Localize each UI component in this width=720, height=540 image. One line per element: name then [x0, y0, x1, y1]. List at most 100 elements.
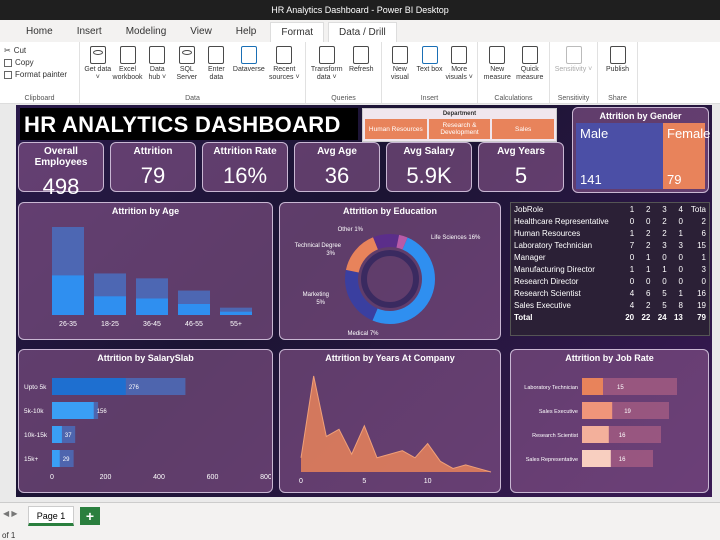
new-measure-button[interactable]: New measure — [482, 44, 513, 91]
kpi-attrition-rate[interactable]: Attrition Rate 16% — [202, 142, 288, 192]
matrix-row[interactable]: Healthcare Representative 0 0 2 0 2 — [511, 215, 709, 227]
matrix-jobrole-cell: Sales Executive — [514, 300, 571, 310]
recent-sources-button[interactable]: Recent sources ˅ — [268, 44, 301, 91]
matrix-header-4[interactable]: 4 — [678, 204, 683, 214]
gender-female-tile[interactable]: Female 79 — [663, 123, 710, 189]
sensitivity-button[interactable]: Sensitivity ˅ — [554, 44, 593, 91]
get-data-button[interactable]: Get data ˅ — [84, 44, 112, 91]
education-label: Medical 7% — [347, 331, 379, 337]
kpi-avg-years[interactable]: Avg Years 5 — [478, 142, 564, 192]
dataverse-icon — [240, 46, 257, 64]
tab-home-label: Home — [26, 26, 53, 37]
slicer-option-sales[interactable]: Sales — [492, 119, 555, 139]
salary-category-label: Upto 5k — [24, 384, 47, 391]
more-visuals-button[interactable]: More visuals ˅ — [445, 44, 473, 91]
kpi-attrition[interactable]: Attrition 79 — [110, 142, 196, 192]
sensitivity-group-label: Sensitivity — [557, 95, 590, 102]
education-label: Other 1% — [338, 227, 364, 233]
years-area — [301, 376, 491, 472]
attrition-by-job-rate-chart[interactable]: Attrition by Job Rate 15 Laboratory Techn… — [510, 349, 709, 493]
age-bar-highlight — [52, 275, 84, 315]
new-visual-button[interactable]: New visual — [386, 44, 414, 91]
clock-icon — [276, 46, 293, 64]
sql-server-button[interactable]: SQL Server — [173, 44, 201, 91]
refresh-button[interactable]: Refresh — [345, 44, 377, 91]
matrix-jobrole-cell: Human Resources — [514, 228, 581, 238]
matrix-value-cell: 3 — [678, 240, 683, 250]
cut-button[interactable]: ✂ Cut — [4, 46, 67, 55]
matrix-total-label: Total — [514, 312, 533, 322]
age-bar-highlight — [220, 311, 252, 315]
format-painter-button[interactable]: Format painter — [4, 70, 67, 79]
insert-group-label: Insert — [420, 95, 439, 102]
education-label: Marketing — [303, 292, 329, 298]
tab-help[interactable]: Help — [226, 22, 267, 42]
matrix-jobrole-cell: Manufacturing Director — [514, 264, 595, 274]
attrition-by-years-chart[interactable]: Attrition by Years At Company 0 5 10 — [279, 349, 501, 493]
attrition-by-age-chart[interactable]: Attrition by Age 26-35 18-25 36-45 46-55 55+ — [18, 202, 273, 340]
slicer-option-research-development[interactable]: Research & Development — [428, 119, 491, 139]
tab-view[interactable]: View — [180, 22, 222, 42]
kpi-avg-salary[interactable]: Avg Salary 5.9K — [386, 142, 472, 192]
gender-male-tile[interactable]: Male 141 — [576, 123, 663, 189]
jobrole-matrix[interactable]: JobRole 1 2 3 4 Tota Healthcare Represen… — [510, 202, 710, 336]
matrix-header-total[interactable]: Tota — [690, 204, 706, 214]
transform-data-button[interactable]: Transform data ˅ — [310, 44, 343, 91]
tab-insert[interactable]: Insert — [67, 22, 112, 42]
excel-workbook-button[interactable]: Excel workbook — [113, 44, 143, 91]
copy-button[interactable]: Copy — [4, 58, 67, 67]
salary-x-tick: 0 — [50, 474, 54, 481]
matrix-row[interactable]: Sales Executive 4 2 5 8 19 — [511, 299, 709, 311]
transform-icon — [318, 46, 335, 64]
matrix-row[interactable]: Human Resources 1 2 2 1 6 — [511, 227, 709, 239]
attrition-by-education-chart[interactable]: Attrition by Education Life Sciences 16%… — [279, 202, 501, 340]
matrix-value-cell: 2 — [701, 216, 706, 226]
page-tab-1[interactable]: Page 1 — [28, 506, 74, 526]
text-box-button[interactable]: Text box — [416, 44, 444, 91]
matrix-value-cell: 0 — [662, 252, 667, 262]
matrix-jobrole-cell: Research Director — [514, 276, 579, 286]
queries-group-label: Queries — [331, 95, 356, 102]
matrix-row[interactable]: Manager 0 1 0 0 1 — [511, 251, 709, 263]
matrix-header-1[interactable]: 1 — [629, 204, 635, 214]
slicer-option-human-resources[interactable]: Human Resources — [365, 119, 427, 139]
matrix-row[interactable]: Research Director 0 0 0 0 0 — [511, 275, 709, 287]
add-page-button[interactable]: + — [80, 507, 100, 525]
matrix-value-cell: 1 — [629, 264, 635, 274]
kpi-label: Avg Years — [497, 146, 545, 157]
kpi-label: Overall Employees — [34, 146, 88, 168]
attrition-by-salaryslab-chart[interactable]: Attrition by SalarySlab 276 Upto 5k 156 5k-… — [18, 349, 273, 493]
clipboard-group: ✂ Cut Copy Format painter Clipboard — [0, 42, 80, 103]
kpi-overall-employees[interactable]: Overall Employees 498 — [18, 142, 104, 199]
tab-modeling[interactable]: Modeling — [116, 22, 177, 42]
kpi-avg-age[interactable]: Avg Age 36 — [294, 142, 380, 192]
cut-label: Cut — [13, 46, 27, 55]
matrix-header-jobrole[interactable]: JobRole — [514, 204, 544, 214]
matrix-value-cell: 0 — [701, 276, 706, 286]
matrix-header-3[interactable]: 3 — [662, 204, 667, 214]
format-painter-label: Format painter — [15, 70, 68, 79]
enter-data-button[interactable]: Enter data — [203, 44, 231, 91]
years-area-svg: 0 5 10 — [299, 375, 492, 485]
department-slicer: Department Human Resources Research & De… — [362, 108, 557, 142]
publish-button[interactable]: Publish — [602, 44, 633, 91]
attrition-by-gender-card[interactable]: Attrition by Gender Male 141 Female 79 — [572, 107, 710, 193]
matrix-row[interactable]: Manufacturing Director 1 1 1 0 3 — [511, 263, 709, 275]
kpi-label: Attrition Rate — [213, 146, 277, 157]
matrix-row[interactable]: Research Scientist 4 6 5 1 16 — [511, 287, 709, 299]
tab-format[interactable]: Format — [270, 22, 325, 42]
quick-measure-button[interactable]: Quick measure — [515, 44, 546, 91]
page-nav-arrows[interactable]: ◀ ▶ — [3, 509, 18, 518]
tab-data-drill[interactable]: Data / Drill — [328, 22, 397, 42]
tab-home[interactable]: Home — [16, 22, 63, 42]
dataverse-button[interactable]: Dataverse — [232, 44, 265, 91]
publish-icon — [609, 46, 626, 64]
education-slice — [345, 237, 378, 273]
tab-view-label: View — [190, 26, 212, 37]
data-hub-button[interactable]: Data hub ˅ — [144, 44, 172, 91]
matrix-header-2[interactable]: 2 — [645, 204, 651, 214]
kpi-value: 5.9K — [406, 163, 452, 188]
share-group-label: Share — [608, 95, 627, 102]
queries-group: Transform data ˅ Refresh Queries — [306, 42, 382, 103]
matrix-row[interactable]: Laboratory Technician 7 2 3 3 15 — [511, 239, 709, 251]
